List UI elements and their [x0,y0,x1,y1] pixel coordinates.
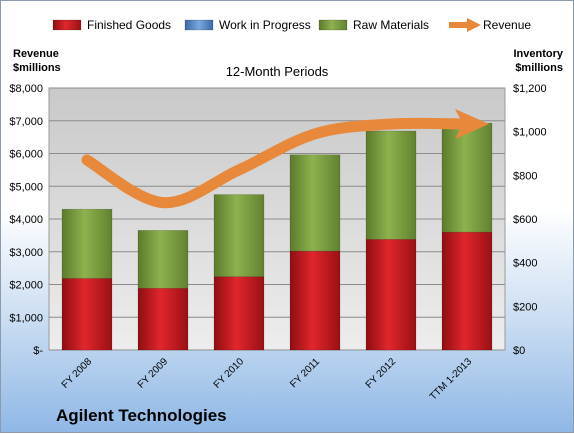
legend-swatch-work-in-progress [185,20,213,30]
bar-raw-materials [290,155,340,251]
bar-finished-goods [442,232,492,350]
bar-finished-goods [138,288,188,350]
bar-finished-goods [62,278,112,350]
bar-finished-goods [290,251,340,350]
bar-raw-materials [138,230,188,288]
right-axis-tick-label: $0 [513,345,525,357]
x-axis-category-label: FY 2011 [288,356,322,390]
right-axis-tick-label: $200 [513,301,537,313]
left-axis-tick-label: $4,000 [9,214,43,226]
x-axis-category-label: FY 2009 [136,356,171,391]
left-axis-tick-label: $1,000 [9,312,43,324]
bar-raw-materials [366,131,416,239]
legend-swatch-raw-materials [319,20,347,30]
bar-raw-materials [62,209,112,278]
legend-label-raw-materials: Raw Materials [353,18,429,32]
legend: Finished Goods Work in Progress Raw Materi… [53,18,531,32]
legend-swatch-finished-goods [53,20,81,30]
left-axis-tick-label: $5,000 [9,181,43,193]
right-axis-tick-label: $1,000 [513,127,547,139]
right-axis-title-line1: Inventory [513,48,563,60]
right-axis-tick-label: $1,200 [513,83,547,95]
left-axis: $- $1,000 $2,000 $3,000 $4,000 $5,000 $6,000 $7… [9,83,43,357]
right-axis-title-line2: $millions [515,62,563,74]
left-axis-title-line2: $millions [13,62,61,74]
right-axis: $0 $200 $400 $600 $800 $1,000 $1,200 [513,83,547,357]
left-axis-tick-label: $6,000 [9,149,43,161]
left-axis-tick-label: $8,000 [9,83,43,95]
legend-label-work-in-progress: Work in Progress [219,18,311,32]
x-axis-category-label: TTM 1-2013 [428,356,475,403]
x-axis-category-label: FY 2008 [60,356,95,391]
right-axis-tick-label: $800 [513,170,537,182]
left-axis-title-line1: Revenue [13,48,59,60]
bar-finished-goods [214,277,264,350]
left-axis-tick-label: $2,000 [9,280,43,292]
legend-label-finished-goods: Finished Goods [87,18,171,32]
x-axis-category-label: FY 2012 [364,356,399,391]
bar-finished-goods [366,239,416,350]
company-name: Agilent Technologies [56,406,227,425]
left-axis-tick-label: $- [33,345,43,357]
chart-subtitle: 12-Month Periods [226,64,329,79]
bar-raw-materials [214,195,264,277]
right-axis-tick-label: $400 [513,258,537,270]
left-axis-tick-label: $7,000 [9,116,43,128]
bar-raw-materials [442,123,492,232]
legend-arrow-icon [467,18,481,32]
x-axis-category-label: FY 2010 [212,356,247,391]
left-axis-tick-label: $3,000 [9,247,43,259]
legend-label-revenue: Revenue [483,18,531,32]
right-axis-tick-label: $600 [513,214,537,226]
x-axis: FY 2008 FY 2009 FY 2010 FY 2011 FY 2012 TTM 1… [60,356,475,403]
